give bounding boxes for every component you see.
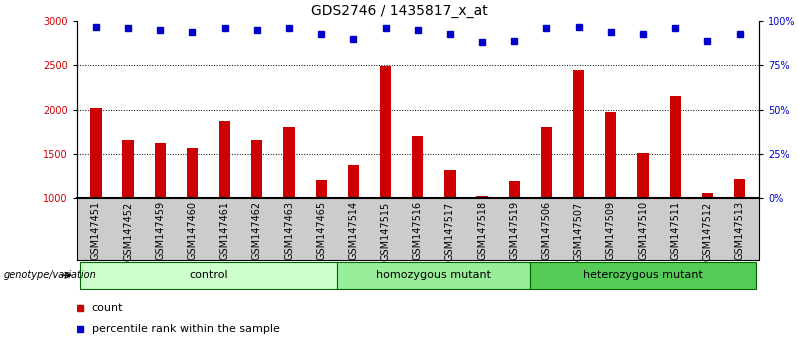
Text: GSM147510: GSM147510	[638, 201, 648, 261]
Text: GSM147463: GSM147463	[284, 201, 294, 260]
Text: heterozygous mutant: heterozygous mutant	[583, 270, 703, 280]
Bar	[573, 70, 584, 198]
Text: GSM147519: GSM147519	[509, 201, 519, 261]
Bar	[283, 127, 294, 198]
Text: GSM147512: GSM147512	[702, 201, 713, 261]
Text: GSM147515: GSM147515	[381, 201, 390, 261]
Text: GSM147465: GSM147465	[316, 201, 326, 261]
Text: GSM147451: GSM147451	[91, 201, 101, 261]
Text: GSM147462: GSM147462	[252, 201, 262, 261]
Bar	[251, 140, 263, 198]
Bar	[122, 140, 134, 198]
Bar	[444, 170, 456, 198]
Text: GSM147452: GSM147452	[123, 201, 133, 261]
Bar	[380, 67, 391, 198]
Bar	[605, 113, 617, 198]
Bar	[541, 127, 552, 198]
Text: GSM147506: GSM147506	[542, 201, 551, 261]
Bar	[187, 148, 198, 198]
Bar	[315, 180, 327, 198]
Text: GSM147461: GSM147461	[219, 201, 230, 260]
Text: count: count	[92, 303, 123, 313]
Bar	[348, 166, 359, 198]
Text: GSM147514: GSM147514	[349, 201, 358, 261]
Bar	[734, 179, 745, 198]
Bar	[90, 108, 101, 198]
FancyBboxPatch shape	[338, 262, 531, 289]
Bar	[670, 97, 681, 198]
Bar	[219, 121, 231, 198]
Text: GSM147517: GSM147517	[445, 201, 455, 261]
Text: GSM147460: GSM147460	[188, 201, 197, 260]
Bar	[155, 143, 166, 198]
Bar	[638, 153, 649, 198]
FancyBboxPatch shape	[80, 262, 338, 289]
Text: genotype/variation: genotype/variation	[4, 270, 97, 280]
Text: GSM147516: GSM147516	[413, 201, 423, 261]
Text: homozygous mutant: homozygous mutant	[377, 270, 492, 280]
Bar	[508, 181, 520, 198]
Text: GSM147509: GSM147509	[606, 201, 616, 261]
Text: GSM147459: GSM147459	[156, 201, 165, 261]
Bar	[412, 136, 424, 198]
Text: GSM147507: GSM147507	[574, 201, 583, 261]
Text: control: control	[189, 270, 228, 280]
Bar	[701, 193, 713, 198]
Text: percentile rank within the sample: percentile rank within the sample	[92, 324, 279, 334]
Text: GSM147513: GSM147513	[735, 201, 745, 261]
Text: GSM147518: GSM147518	[477, 201, 487, 261]
Text: GDS2746 / 1435817_x_at: GDS2746 / 1435817_x_at	[310, 4, 488, 18]
FancyBboxPatch shape	[531, 262, 756, 289]
Bar	[476, 196, 488, 198]
Text: GSM147511: GSM147511	[670, 201, 680, 261]
